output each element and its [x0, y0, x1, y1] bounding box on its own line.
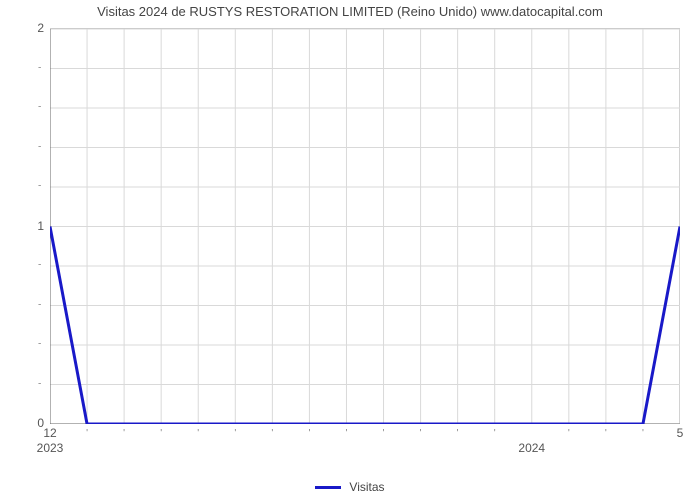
y-tick-minor: - — [38, 299, 44, 310]
x-tick-minor: ' — [568, 428, 570, 439]
x-tick-year: 2024 — [518, 441, 545, 455]
x-tick-minor: ' — [234, 428, 236, 439]
y-tick-minor: - — [38, 378, 44, 389]
plot-area — [50, 28, 680, 423]
x-tick-minor: ' — [160, 428, 162, 439]
x-tick-minor: ' — [457, 428, 459, 439]
x-tick-minor: ' — [642, 428, 644, 439]
legend-label: Visitas — [349, 480, 384, 494]
y-tick-minor: - — [38, 260, 44, 271]
x-tick-minor: ' — [308, 428, 310, 439]
x-tick-label: 12 — [43, 426, 56, 440]
legend-swatch — [315, 486, 341, 489]
y-tick-label: 0 — [4, 416, 44, 430]
x-tick-minor: ' — [494, 428, 496, 439]
y-tick-minor: - — [38, 102, 44, 113]
chart-container: Visitas 2024 de RUSTYS RESTORATION LIMIT… — [0, 0, 700, 500]
x-tick-minor: ' — [346, 428, 348, 439]
x-tick-minor: ' — [271, 428, 273, 439]
x-tick-minor: ' — [383, 428, 385, 439]
y-tick-minor: - — [38, 339, 44, 350]
x-tick-minor: ' — [197, 428, 199, 439]
x-tick-minor: ' — [86, 428, 88, 439]
grid-horizontal — [50, 29, 680, 424]
series-line — [50, 227, 680, 425]
y-tick-minor: - — [38, 62, 44, 73]
y-tick-minor: - — [38, 181, 44, 192]
x-tick-minor: ' — [123, 428, 125, 439]
x-tick-minor: ' — [420, 428, 422, 439]
y-tick-label: 2 — [4, 21, 44, 35]
legend: Visitas — [0, 480, 700, 494]
chart-title: Visitas 2024 de RUSTYS RESTORATION LIMIT… — [0, 4, 700, 19]
x-tick-year: 2023 — [37, 441, 64, 455]
y-tick-minor: - — [38, 141, 44, 152]
x-tick-minor: ' — [605, 428, 607, 439]
plot-svg — [50, 29, 680, 424]
y-tick-label: 1 — [4, 219, 44, 233]
x-tick-label: 5 — [677, 426, 684, 440]
